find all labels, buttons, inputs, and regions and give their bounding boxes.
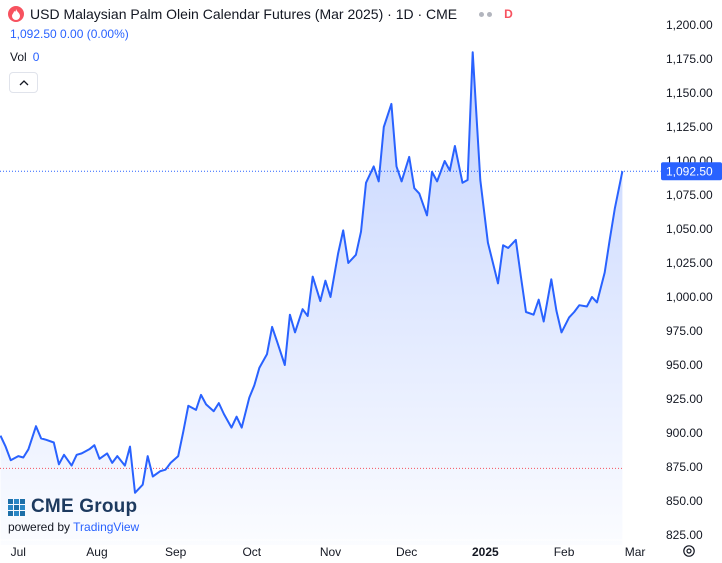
time-tick-label: 2025 (472, 545, 499, 559)
time-tick-label: Sep (165, 545, 187, 559)
price-tick-label: 900.00 (666, 426, 703, 440)
price-tick-label: 875.00 (666, 460, 703, 474)
time-tick-label: Mar (625, 545, 646, 559)
cme-group-logo[interactable]: CME Group powered by TradingView (8, 496, 139, 534)
tradingview-link[interactable]: TradingView (73, 520, 140, 534)
time-tick-label: Aug (86, 545, 107, 559)
time-tick-label: Dec (396, 545, 417, 559)
last-price-label-text: 1,092.50 (666, 165, 713, 179)
flame-icon (8, 6, 24, 22)
price-tick-label: 1,050.00 (666, 222, 713, 236)
price-tick-label: 1,000.00 (666, 290, 713, 304)
price-tick-label: 1,125.00 (666, 120, 713, 134)
last-price-label-bg (661, 162, 722, 181)
price-tick-label: 825.00 (666, 528, 703, 542)
price-change-line: 1,092.50 0.00 (0.00%) (10, 27, 129, 41)
symbol-title[interactable]: USD Malaysian Palm Olein Calendar Future… (30, 6, 458, 22)
price-tick-label: 850.00 (666, 494, 703, 508)
time-tick-label: Feb (554, 545, 575, 559)
volume-value: 0 (32, 50, 40, 64)
delayed-badge[interactable]: D (504, 7, 513, 21)
cme-brand-text: CME Group (31, 496, 138, 517)
plot-area (0, 51, 666, 545)
gear-icon[interactable] (682, 544, 696, 558)
price-tick-label: 975.00 (666, 324, 703, 338)
time-tick-label: Nov (320, 545, 341, 559)
chart-legend: USD Malaysian Palm Olein Calendar Future… (8, 6, 513, 64)
symbol-title-row: USD Malaysian Palm Olein Calendar Future… (8, 6, 513, 22)
more-dots-icon[interactable] (479, 11, 493, 17)
price-area-fill (0, 52, 623, 545)
price-tick-label: 1,025.00 (666, 256, 713, 270)
time-tick-label: Jul (11, 545, 26, 559)
price-tick-label: 1,175.00 (666, 52, 713, 66)
collapse-legend-button[interactable] (9, 72, 38, 93)
price-axis[interactable]: 825.00 850.00 875.00 900.00 925.00 950.00 975.… (659, 0, 722, 545)
price-series-line[interactable] (0, 51, 624, 494)
powered-by-text: powered by TradingView (8, 520, 139, 534)
volume-label: Vol (10, 50, 27, 64)
chevron-up-icon (19, 80, 28, 86)
cme-globe-icon (8, 498, 25, 516)
powered-prefix: powered by (8, 520, 71, 534)
price-tick-label: 925.00 (666, 392, 703, 406)
price-tick-label: 1,075.00 (666, 188, 713, 202)
price-tick-label: 1,150.00 (666, 86, 713, 100)
time-axis[interactable]: Jul Aug Sep Oct Nov Dec 2025 Feb Mar (0, 539, 722, 559)
volume-row: Vol 0 (10, 50, 513, 64)
price-tick-label: 950.00 (666, 358, 703, 372)
price-tick-label: 1,200.00 (666, 18, 713, 32)
time-tick-label: Oct (242, 545, 261, 559)
last-price-label: 1,092.50 (661, 162, 722, 181)
